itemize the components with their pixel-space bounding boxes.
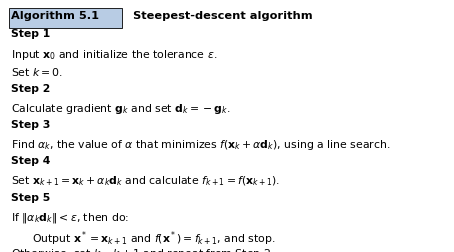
Text: Output $\mathbf{x}^* = \mathbf{x}_{k+1}$ and $f(\mathbf{x}^*) = f_{k+1}$, and st: Output $\mathbf{x}^* = \mathbf{x}_{k+1}$…	[32, 229, 275, 248]
Text: If $\|\alpha_k\mathbf{d}_k\| < \varepsilon$, then do:: If $\|\alpha_k\mathbf{d}_k\| < \varepsil…	[11, 211, 129, 225]
Text: Find $\alpha_k$, the value of $\alpha$ that minimizes $f(\mathbf{x}_k+\alpha\mat: Find $\alpha_k$, the value of $\alpha$ t…	[11, 138, 391, 152]
Text: Step 2: Step 2	[11, 84, 51, 94]
Text: Set $k = 0$.: Set $k = 0$.	[11, 66, 64, 78]
Text: Otherwise, set $k = k + 1$ and repeat from Step 2.: Otherwise, set $k = k + 1$ and repeat fr…	[11, 247, 275, 252]
Text: Set $\mathbf{x}_{k+1} = \mathbf{x}_k + \alpha_k\mathbf{d}_k$ and calculate $f_{k: Set $\mathbf{x}_{k+1} = \mathbf{x}_k + \…	[11, 175, 280, 188]
FancyBboxPatch shape	[9, 8, 122, 28]
Text: Step 4: Step 4	[11, 156, 51, 167]
Text: Input $\mathbf{x}_0$ and initialize the tolerance $\varepsilon$.: Input $\mathbf{x}_0$ and initialize the …	[11, 48, 217, 62]
Text: Step 1: Step 1	[11, 29, 50, 40]
Text: Calculate gradient $\mathbf{g}_k$ and set $\mathbf{d}_k = -\mathbf{g}_k$.: Calculate gradient $\mathbf{g}_k$ and se…	[11, 102, 231, 116]
Text: Step 3: Step 3	[11, 120, 51, 130]
Text: Algorithm 5.1: Algorithm 5.1	[11, 11, 99, 21]
Text: Steepest-descent algorithm: Steepest-descent algorithm	[125, 11, 312, 21]
Text: Step 5: Step 5	[11, 193, 50, 203]
